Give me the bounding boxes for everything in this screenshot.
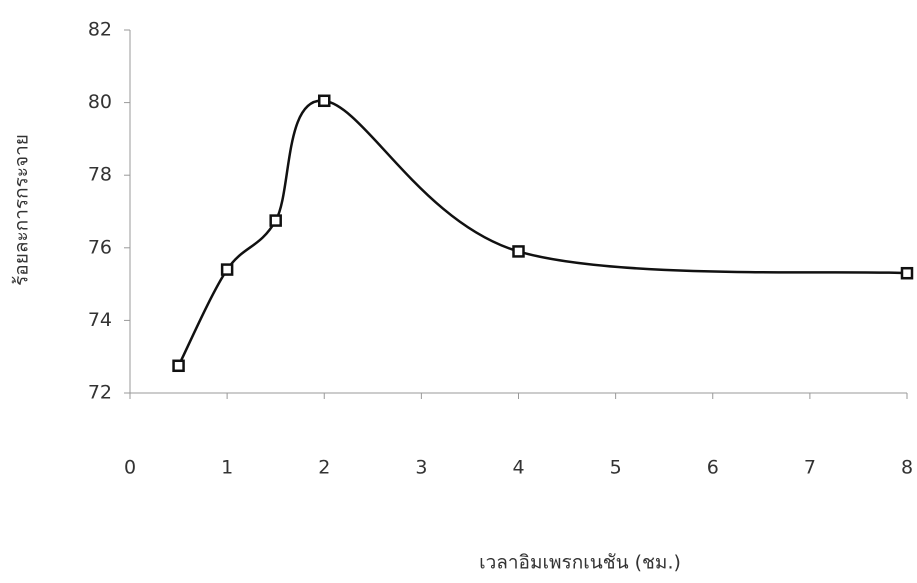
x-tick-label: 3 bbox=[415, 457, 427, 479]
data-point bbox=[271, 216, 281, 226]
y-tick-label: 78 bbox=[88, 164, 112, 186]
data-point bbox=[319, 96, 329, 106]
data-line bbox=[179, 101, 907, 366]
data-point bbox=[514, 246, 524, 256]
y-tick-label: 74 bbox=[88, 309, 112, 331]
data-point bbox=[222, 265, 232, 275]
x-tick-label: 6 bbox=[707, 457, 719, 479]
x-tick-label: 7 bbox=[804, 457, 816, 479]
x-tick-label: 0 bbox=[124, 457, 136, 479]
x-tick-label: 5 bbox=[610, 457, 622, 479]
y-axis-label: ร้อยละการกระจาย bbox=[11, 134, 33, 286]
y-tick-label: 76 bbox=[88, 236, 112, 258]
x-tick-label: 4 bbox=[512, 457, 524, 479]
y-tick-label: 82 bbox=[88, 19, 112, 41]
data-point bbox=[902, 268, 912, 278]
x-tick-label: 1 bbox=[221, 457, 233, 479]
y-tick-label: 72 bbox=[88, 382, 112, 404]
x-tick-label: 2 bbox=[318, 457, 330, 479]
x-axis-label: เวลาอิมเพรกเนชัน (ชม.) bbox=[479, 552, 681, 574]
x-tick-label: 8 bbox=[901, 457, 913, 479]
chart: เวลาอิมเพรกเนชัน (ชม.) ร้อยละการกระจาย 7… bbox=[0, 0, 917, 583]
data-point bbox=[174, 361, 184, 371]
y-tick-label: 80 bbox=[88, 91, 112, 113]
